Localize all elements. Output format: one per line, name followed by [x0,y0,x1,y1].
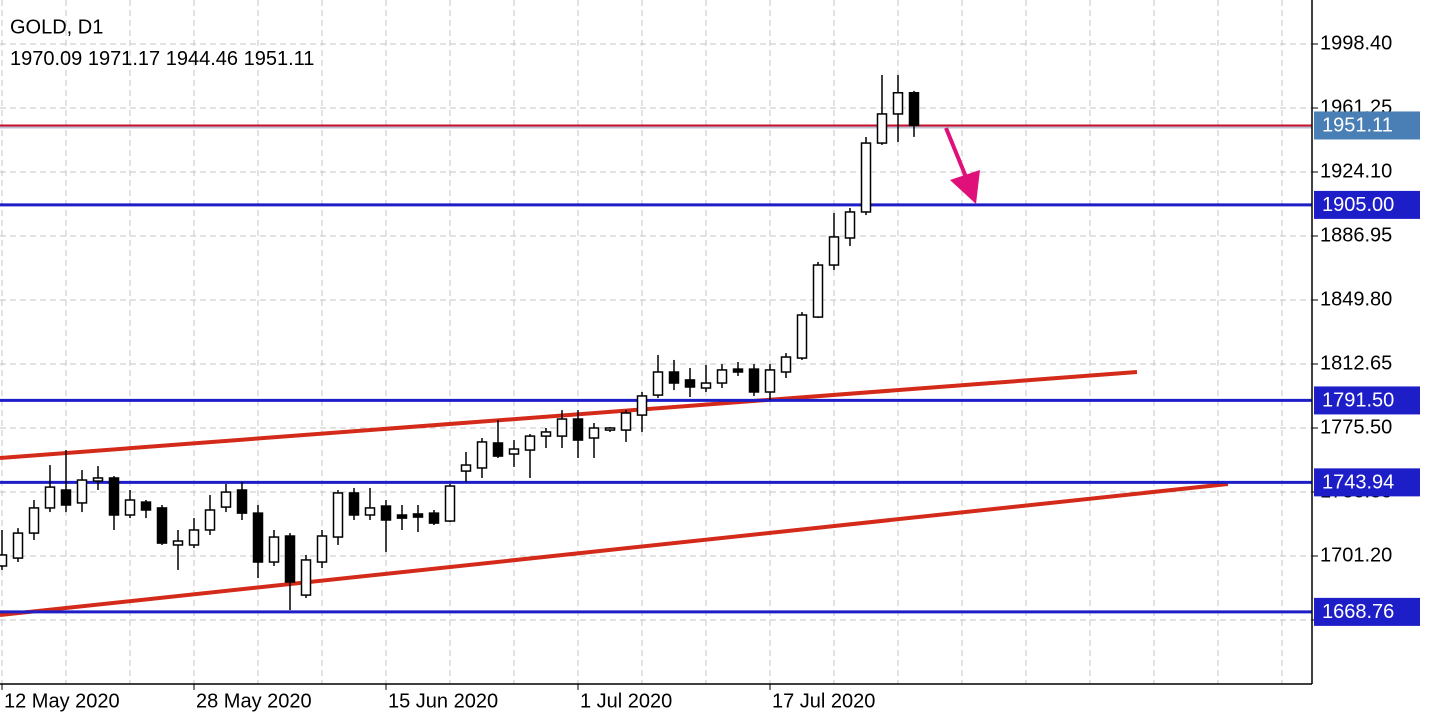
candle-body [252,512,264,563]
y-tick-label: 1812.65 [1320,352,1392,374]
candle-body [460,464,472,472]
candle-body [412,513,424,518]
arrow-shaft [944,127,970,183]
candle-body [156,507,168,544]
y-tick-label: 1886.95 [1320,224,1392,246]
ohlc-low: 1944.46 [166,48,238,70]
arrow-head [950,170,980,204]
y-tick-label: 1775.50 [1320,416,1392,438]
candle-body [348,492,360,516]
candle-body [92,477,104,482]
level-label-text: 1905.00 [1322,194,1394,216]
trend-line [0,370,1138,460]
candle-body [876,113,888,144]
price-label-text: 1951.11 [1322,115,1393,137]
candle-body [508,448,520,455]
candle-body [892,92,904,115]
arrow [944,127,980,204]
candle-body [796,314,808,359]
candle-body [572,418,584,441]
level-label-box [1314,468,1420,497]
candle-body [28,507,40,534]
candle-body [700,382,712,389]
candle-body [844,211,856,239]
y-tick-label: 1924.10 [1320,160,1392,182]
candle-body [124,499,136,516]
candle-body [652,371,664,396]
candle-body [60,489,72,506]
candle-body [300,559,312,596]
candle-body [0,554,8,567]
ohlc-close: 1951.11 [244,48,315,70]
candle-body [316,535,328,563]
candle-body [492,442,504,457]
level-label-box [1314,190,1420,219]
candle-body [12,532,24,559]
candle-body [524,435,536,451]
candle-body [284,535,296,583]
candle-body [828,236,840,266]
candle-body [780,356,792,373]
x-tick-label: 15 Jun 2020 [388,690,498,712]
level-label-text: 1743.94 [1322,472,1394,494]
candle-body [668,371,680,384]
candle-body [812,264,824,318]
candle-body [732,368,744,373]
candle-body [380,505,392,521]
candle-body [764,369,776,393]
level-label-text: 1791.50 [1322,390,1394,412]
candle-body [204,509,216,531]
candle-body [636,395,648,416]
level-label-box [1314,597,1420,626]
candle-body [140,501,152,511]
candle-body [108,477,120,516]
candle-body [364,507,376,516]
grid [0,0,1312,684]
x-tick-label: 12 May 2020 [4,690,120,712]
candle-body [428,512,440,524]
x-tick-label: 28 May 2020 [196,690,312,712]
candles [0,75,920,611]
candle-body [476,441,488,469]
chart-title: GOLD, D1 [10,16,103,38]
candle-body [172,540,184,546]
candle-body [444,485,456,522]
price-label-box [1314,111,1420,140]
trend-line [0,482,1229,617]
candle-body [188,529,200,546]
level-label-text: 1668.76 [1322,601,1394,623]
candle-body [44,486,56,509]
ohlc-readout: 1970.09 1971.17 1944.46 1951.11 [10,48,314,70]
candle-body [716,369,728,384]
candle-body [220,491,232,508]
axis: 1998.401961.251924.101886.951849.801812.… [0,0,1420,712]
x-tick-label: 17 Jul 2020 [772,690,875,712]
candle-body [236,489,248,514]
levels [0,124,1312,614]
candle-body [908,92,920,127]
candle-body [604,427,616,431]
candle-body [620,412,632,431]
ohlc-high: 1971.17 [88,48,160,70]
candle-body [684,379,696,388]
candle-body [540,431,552,437]
y-tick-label: 1849.80 [1320,288,1392,310]
candle-body [268,536,280,563]
x-tick-label: 1 Jul 2020 [580,690,672,712]
candle-body [860,142,872,213]
y-tick-label: 1701.20 [1320,544,1392,566]
candle-body [556,418,568,437]
candle-body [76,479,88,504]
candle-body [396,514,408,519]
y-tick-label: 1998.40 [1320,32,1392,54]
candle-body [332,492,344,538]
candle-body [748,368,760,393]
candle-body [588,427,600,439]
level-label-box [1314,386,1420,415]
ohlc-open: 1970.09 [10,48,82,70]
